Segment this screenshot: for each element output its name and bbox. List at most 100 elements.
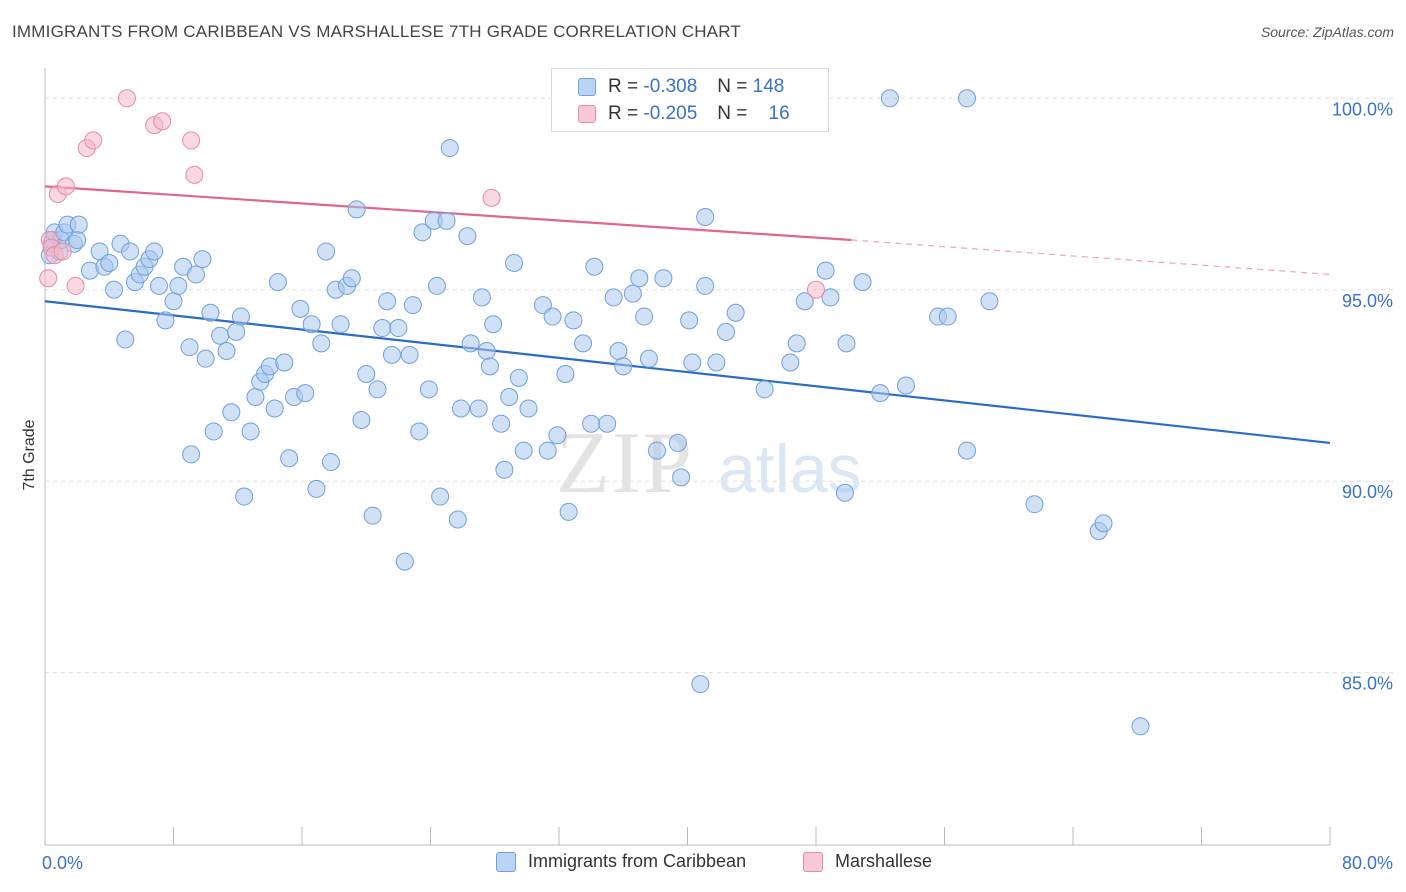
point-marshallese — [53, 242, 72, 261]
point-caribbean — [691, 675, 710, 694]
point-caribbean — [180, 338, 199, 357]
point-caribbean — [268, 273, 287, 292]
point-caribbean — [623, 284, 642, 303]
point-caribbean — [635, 307, 654, 326]
point-caribbean — [68, 230, 87, 249]
point-caribbean — [440, 139, 459, 158]
point-marshallese — [84, 131, 103, 150]
legend-item-caribbean: Immigrants from Caribbean — [496, 851, 746, 872]
point-caribbean — [604, 288, 623, 307]
swatch-pink — [578, 105, 596, 123]
n-value: 148 — [752, 76, 785, 97]
point-caribbean — [574, 334, 593, 353]
x-tick-label: 80.0% — [1342, 853, 1393, 873]
point-marshallese — [807, 280, 825, 299]
point-caribbean — [821, 288, 840, 307]
point-caribbean — [296, 384, 315, 403]
y-tick-label: 95.0% — [1342, 291, 1393, 311]
point-caribbean — [182, 445, 201, 464]
point-caribbean — [492, 414, 511, 433]
point-caribbean — [598, 414, 617, 433]
point-caribbean — [795, 292, 814, 311]
point-caribbean — [150, 276, 169, 295]
point-caribbean — [204, 422, 223, 441]
point-caribbean — [395, 552, 414, 571]
point-caribbean — [317, 242, 336, 261]
point-marshallese — [153, 112, 172, 131]
legend-item-marshallese: Marshallese — [803, 851, 932, 872]
point-caribbean — [307, 479, 326, 498]
point-caribbean — [291, 299, 310, 318]
point-caribbean — [880, 89, 899, 108]
point-caribbean — [186, 265, 205, 284]
point-caribbean — [696, 208, 715, 226]
point-caribbean — [647, 441, 666, 460]
point-caribbean — [342, 269, 361, 288]
axes — [44, 68, 1331, 846]
point-caribbean — [164, 292, 183, 311]
point-caribbean — [472, 288, 491, 307]
point-caribbean — [227, 322, 246, 341]
point-marshallese — [66, 276, 85, 295]
point-caribbean — [533, 296, 552, 315]
source-credit: Source: ZipAtlas.com — [1260, 24, 1394, 40]
point-caribbean — [787, 334, 806, 353]
point-caribbean — [156, 311, 175, 330]
y-tick-label: 85.0% — [1342, 674, 1393, 694]
point-caribbean — [585, 257, 604, 276]
point-caribbean — [696, 276, 715, 295]
point-marshallese — [39, 269, 58, 288]
y-tick-label: 100.0% — [1332, 99, 1393, 119]
point-caribbean — [707, 353, 726, 372]
point-marshallese — [182, 131, 201, 150]
point-caribbean — [389, 319, 408, 338]
x-tick-label: 0.0% — [42, 853, 83, 873]
point-caribbean — [196, 349, 215, 368]
point-caribbean — [217, 342, 236, 361]
r-label: R = — [608, 76, 639, 97]
legend-label: Immigrants from Caribbean — [528, 851, 747, 871]
point-caribbean — [630, 269, 649, 288]
point-caribbean — [410, 422, 429, 441]
point-caribbean — [509, 368, 528, 387]
point-caribbean — [382, 345, 401, 364]
tick-labels: 85.0% 90.0% 95.0% 100.0% 0.0% 80.0% — [42, 99, 1393, 873]
point-caribbean — [116, 330, 135, 349]
point-caribbean — [222, 403, 241, 422]
point-caribbean — [484, 315, 503, 334]
point-caribbean — [241, 422, 260, 441]
point-caribbean — [448, 510, 467, 529]
point-caribbean — [938, 307, 957, 326]
point-caribbean — [231, 307, 250, 326]
point-caribbean — [514, 441, 533, 460]
r-value: -0.308 — [643, 76, 698, 97]
point-caribbean — [211, 326, 230, 345]
trendline-extension-marshallese — [851, 239, 1331, 276]
point-caribbean — [957, 441, 976, 460]
point-caribbean — [347, 200, 366, 219]
n-label: N = — [717, 103, 748, 124]
swatch-blue — [496, 851, 516, 872]
point-caribbean — [1025, 495, 1044, 514]
watermark-zip: ZIP — [556, 415, 694, 512]
point-caribbean — [69, 215, 88, 234]
point-marshallese — [482, 188, 501, 207]
point-caribbean — [726, 303, 745, 322]
point-caribbean — [469, 399, 488, 418]
legend-label: Marshallese — [835, 851, 933, 871]
point-caribbean — [302, 315, 321, 334]
r-value: -0.205 — [643, 103, 698, 124]
point-caribbean — [683, 353, 702, 372]
point-caribbean — [275, 353, 294, 372]
chart-title: IMMIGRANTS FROM CARIBBEAN VS MARSHALLESE… — [12, 22, 741, 41]
point-caribbean — [477, 342, 496, 361]
point-caribbean — [614, 357, 633, 376]
point-caribbean — [755, 380, 774, 399]
point-caribbean — [458, 227, 477, 246]
point-caribbean — [505, 253, 524, 272]
point-caribbean — [100, 253, 119, 272]
point-marshallese — [185, 165, 204, 184]
point-caribbean — [265, 399, 284, 418]
point-caribbean — [853, 273, 872, 292]
